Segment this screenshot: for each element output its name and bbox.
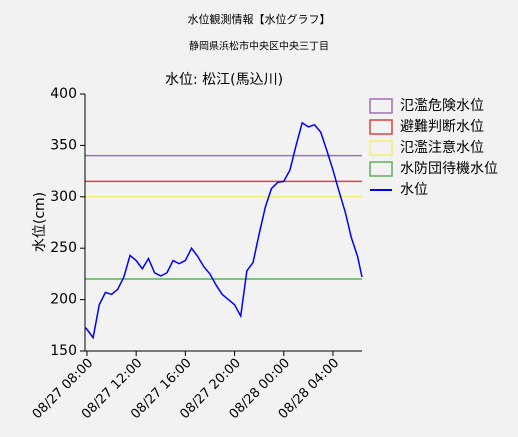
legend-swatch <box>369 119 393 135</box>
y-tick-label: 150 <box>50 343 77 359</box>
chart-title: 水位: 松江(馬込川) <box>165 72 283 88</box>
legend-label: 氾濫注意水位 <box>400 139 484 156</box>
y-tick-label: 350 <box>50 137 77 153</box>
page-title: 水位観測情報【水位グラフ】 <box>188 12 331 26</box>
legend-swatch <box>369 98 393 114</box>
y-tick-label: 250 <box>50 240 77 256</box>
legend-swatch <box>369 161 393 177</box>
y-tick-label: 200 <box>50 292 77 308</box>
y-tick-label: 400 <box>50 86 77 102</box>
legend-label: 水防団待機水位 <box>400 161 498 177</box>
legend-label: 水位 <box>400 182 428 198</box>
legend-label: 氾濫危険水位 <box>400 98 484 114</box>
location: 静岡県浜松市中央区中央三丁目 <box>189 40 329 53</box>
legend-swatch <box>369 140 393 156</box>
legend-label: 避難判断水位 <box>400 119 484 135</box>
y-tick-label: 300 <box>50 189 77 205</box>
water-level-line <box>84 121 363 340</box>
y-axis-label: 水位(cm) <box>32 192 48 252</box>
